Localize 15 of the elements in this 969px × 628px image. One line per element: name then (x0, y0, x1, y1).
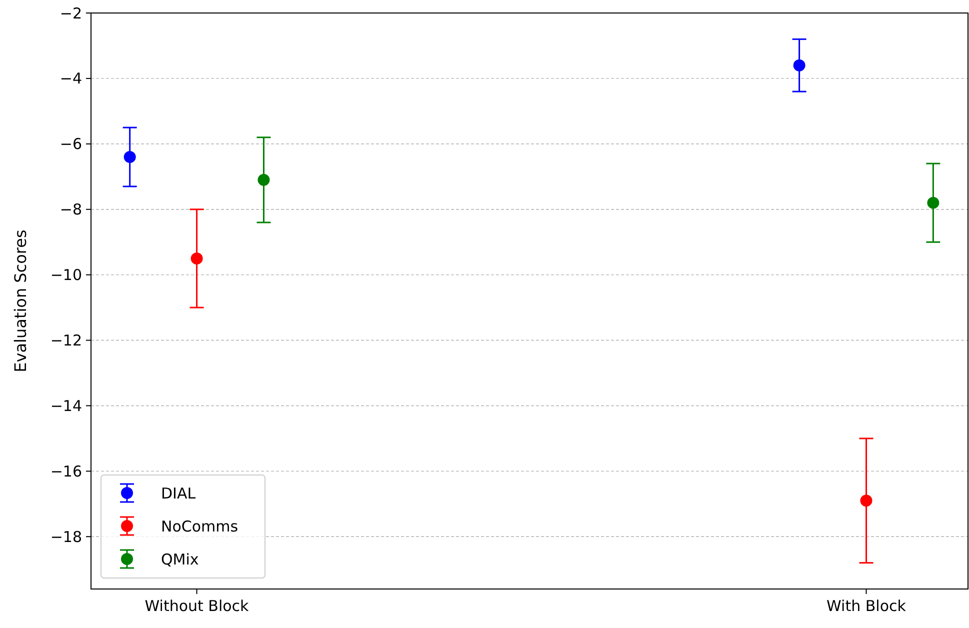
y-tick-label: −18 (50, 528, 82, 546)
y-tick-label: −4 (60, 70, 82, 88)
legend-label: NoComms (161, 517, 238, 536)
y-axis-title: Evaluation Scores (11, 230, 30, 372)
y-tick-label: −12 (50, 332, 82, 350)
legend-label: QMix (161, 550, 199, 568)
y-tick-label: −8 (60, 200, 82, 219)
x-tick-label: With Block (826, 597, 906, 615)
y-tick-label: −10 (50, 266, 82, 284)
y-tick-label: −6 (60, 135, 82, 154)
legend-label: DIAL (161, 484, 196, 502)
x-tick-label: Without Block (144, 597, 250, 615)
y-tick-label: −14 (50, 396, 82, 415)
y-tick-label: −16 (50, 462, 82, 480)
y-tick-label: −2 (60, 4, 82, 22)
